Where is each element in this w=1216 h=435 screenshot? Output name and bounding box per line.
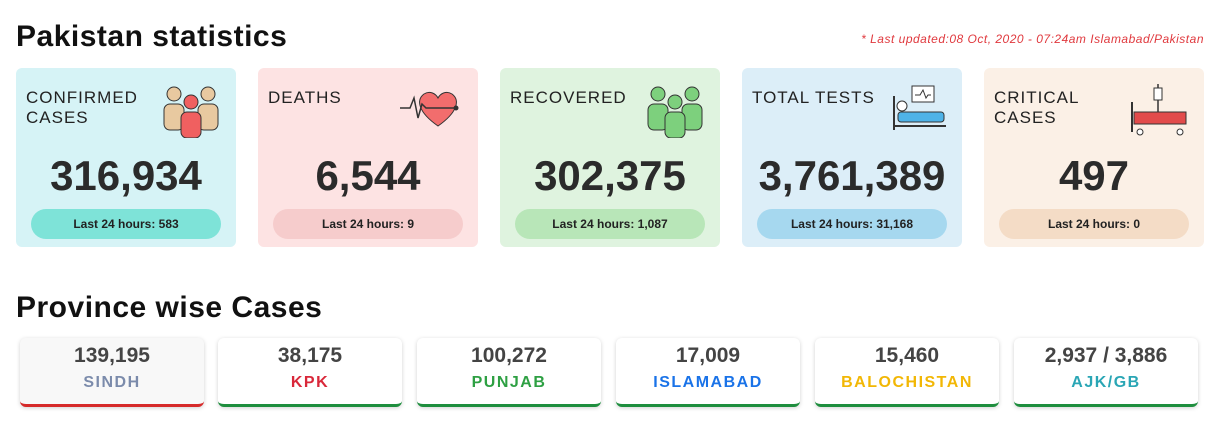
page-title: Pakistan statistics: [16, 20, 288, 53]
province-value: 139,195: [74, 344, 150, 367]
last-24: Last 24 hours: 0: [999, 209, 1189, 239]
last-24: Last 24 hours: 31,168: [757, 209, 947, 239]
stat-card: CRITICAL CASES 497 Last 24 hours: 0: [984, 68, 1204, 247]
last-24: Last 24 hours: 583: [31, 209, 221, 239]
province-card: 2,937 / 3,886 AJK/GB: [1014, 338, 1198, 407]
stat-value: 6,544: [315, 152, 421, 199]
stat-label: RECOVERED: [510, 88, 627, 107]
stat-value: 497: [1058, 152, 1130, 199]
icon: [1131, 84, 1187, 136]
province-card: 15,460 BALOCHISTAN: [815, 338, 999, 407]
icon: [163, 86, 219, 138]
last-24: Last 24 hours: 1,087: [515, 209, 705, 239]
last-24: Last 24 hours: 9: [273, 209, 463, 239]
province-name: AJK/GB: [1071, 374, 1141, 391]
section-title: Province wise Cases: [16, 291, 323, 324]
province-card: 38,175 KPK: [218, 338, 402, 407]
province-value: 15,460: [874, 344, 940, 367]
stat-label: CONFIRMED CASES: [26, 88, 138, 127]
stat-value: 302,375: [534, 152, 686, 199]
province-name: ISLAMABAD: [653, 374, 763, 391]
province-value: 38,175: [277, 344, 343, 367]
stat-label: TOTAL TESTS: [752, 88, 875, 107]
province-card: 17,009 ISLAMABAD: [616, 338, 800, 407]
stat-value: 3,761,389: [758, 152, 946, 199]
province-card: 100,272 PUNJAB: [417, 338, 601, 407]
last-updated: * Last updated:08 Oct, 2020 - 07:24am Is…: [861, 32, 1204, 46]
province-value: 100,272: [471, 344, 547, 367]
icon: [647, 86, 703, 138]
stat-label: CRITICAL CASES: [994, 88, 1079, 127]
province-name: SINDH: [83, 374, 141, 391]
province-name: PUNJAB: [471, 374, 547, 391]
stat-card: CONFIRMED CASES 316,934 Last 24 hours: 5…: [16, 68, 236, 247]
province-value: 17,009: [675, 344, 741, 367]
icon: [400, 91, 459, 127]
stat-card: RECOVERED 302,375 Last 24 hours: 1,087: [500, 68, 720, 247]
stat-card: TOTAL TESTS 3,761,389 Last 24 hours: 31,…: [742, 68, 962, 247]
stat-value: 316,934: [50, 152, 202, 199]
province-card: 139,195 SINDH: [20, 338, 204, 407]
stat-card: DEATHS 6,544 Last 24 hours: 9: [258, 68, 478, 247]
province-name: BALOCHISTAN: [841, 374, 973, 391]
province-value: 2,937 / 3,886: [1044, 344, 1168, 367]
province-name: KPK: [290, 374, 330, 391]
icon: [893, 85, 946, 130]
stat-label: DEATHS: [268, 88, 342, 107]
